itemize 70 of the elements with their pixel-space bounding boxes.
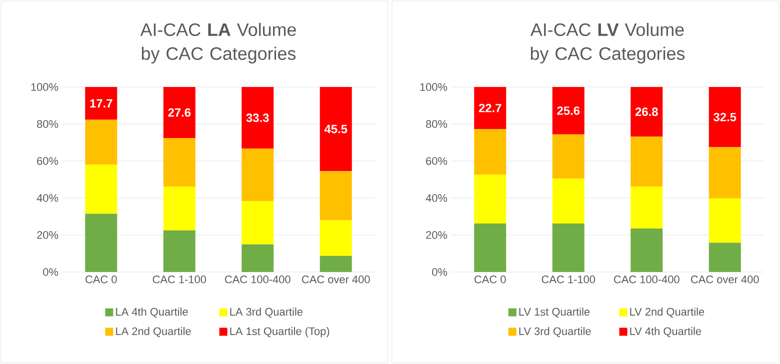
bar	[242, 148, 274, 201]
bar	[85, 86, 118, 120]
bar	[708, 147, 741, 198]
data-label: 25.6	[557, 106, 580, 115]
bar	[630, 186, 663, 229]
bar	[474, 224, 506, 272]
data-label: 27.6	[168, 108, 191, 117]
bar	[242, 86, 274, 149]
x-tick-label: CAC 100-400	[614, 276, 680, 284]
bar	[242, 244, 274, 272]
bar	[320, 256, 352, 272]
x-tick-label: CAC 0	[86, 276, 117, 284]
bar	[163, 86, 196, 138]
data-label: 17.7	[90, 99, 112, 108]
y-tick-label: 80%	[37, 120, 58, 128]
chart-title: AI-CAC LV Volume by CAC Categories	[530, 22, 685, 64]
x-tick-label: CAC over 400	[691, 276, 759, 284]
y-tick-label: 20%	[426, 231, 448, 239]
bar	[708, 198, 741, 243]
bar	[552, 134, 584, 179]
y-tick-label: 100%	[31, 83, 58, 91]
x-tick-label: CAC 1-100	[542, 276, 596, 284]
data-label: 32.5	[714, 112, 736, 122]
y-tick-label: 100%	[420, 83, 448, 91]
y-tick-label: 0%	[43, 268, 58, 276]
bar	[630, 86, 663, 137]
x-tick-label: CAC over 400	[302, 276, 370, 284]
bar	[163, 230, 196, 272]
legend-label: LV 3rd Quartile	[519, 327, 591, 338]
y-tick-label: 40%	[426, 194, 448, 202]
bar	[85, 214, 118, 272]
data-label: 33.3	[246, 114, 269, 122]
bar	[708, 242, 741, 272]
bar	[630, 136, 663, 187]
y-tick-label: 0%	[432, 268, 448, 276]
legend-label: LA 2nd Quartile	[116, 327, 191, 338]
bar	[708, 86, 741, 148]
bar	[320, 220, 352, 256]
legend-label: LV 4th Quartile	[630, 327, 702, 338]
bar	[474, 86, 506, 129]
x-tick-label: CAC 1-100	[152, 276, 206, 284]
y-tick-label: 60%	[426, 157, 448, 165]
bar	[163, 138, 196, 187]
y-tick-label: 40%	[36, 194, 58, 202]
y-tick-label: 80%	[426, 120, 448, 128]
bar	[85, 164, 118, 214]
bar	[85, 120, 118, 165]
data-label: 26.8	[635, 108, 658, 116]
bar	[320, 171, 352, 220]
legend-label: LA 3rd Quartile	[230, 308, 303, 318]
bar	[474, 174, 506, 224]
bar	[630, 228, 663, 272]
bar	[474, 128, 506, 175]
bar	[552, 86, 584, 134]
legend-label: LV 2nd Quartile	[630, 308, 704, 318]
bar	[163, 186, 196, 230]
y-tick-label: 20%	[37, 231, 58, 239]
y-tick-label: 60%	[37, 157, 58, 165]
chart-title: AI-CAC LA Volume by CAC Categories	[140, 22, 296, 64]
x-tick-label: CAC 0	[474, 276, 506, 284]
bar	[552, 178, 584, 224]
legend-label: LA 1st Quartile (Top)	[230, 327, 330, 338]
x-tick-label: CAC 100-400	[224, 276, 290, 284]
legend-label: LV 1st Quartile	[519, 308, 590, 318]
data-label: 22.7	[478, 104, 502, 112]
legend-label: LA 4th Quartile	[116, 308, 188, 318]
bar	[320, 86, 352, 172]
bar	[242, 200, 274, 244]
data-label: 45.5	[324, 124, 348, 134]
bar	[552, 224, 584, 272]
